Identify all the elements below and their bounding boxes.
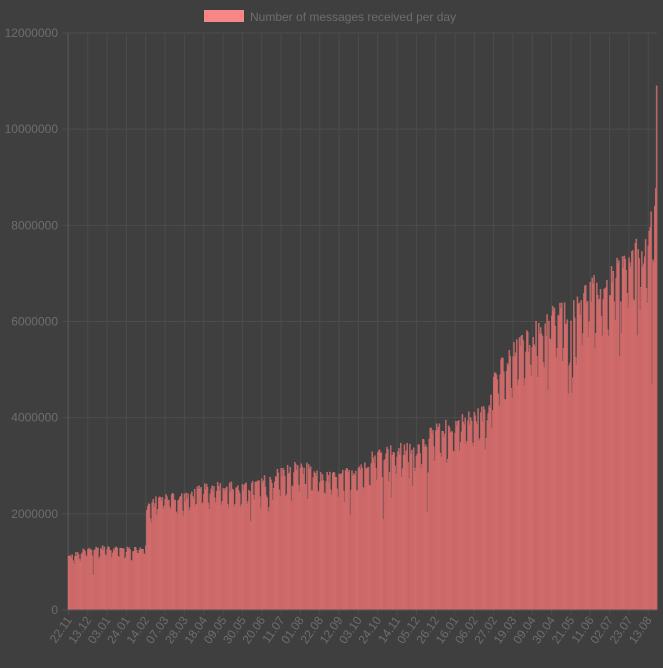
legend-swatch [204,10,244,22]
legend-label: Number of messages received per day [250,10,456,24]
y-tick-label: 4000000 [11,411,58,425]
bar [655,85,658,611]
y-tick-label: 12000000 [5,26,59,40]
y-axis: 0 2000000 4000000 6000000 8000000 10000000 120… [5,26,69,617]
y-tick-label: 8000000 [11,218,58,232]
y-tick-label: 0 [51,603,58,617]
legend[interactable]: Number of messages received per day [204,10,456,24]
y-tick-label: 2000000 [11,507,58,521]
bar-series [67,85,658,611]
x-axis: 22.1113.1203.0124.0114.0207.0328.0318.04… [47,609,657,646]
y-tick-label: 6000000 [11,315,58,329]
y-tick-label: 10000000 [5,122,59,136]
